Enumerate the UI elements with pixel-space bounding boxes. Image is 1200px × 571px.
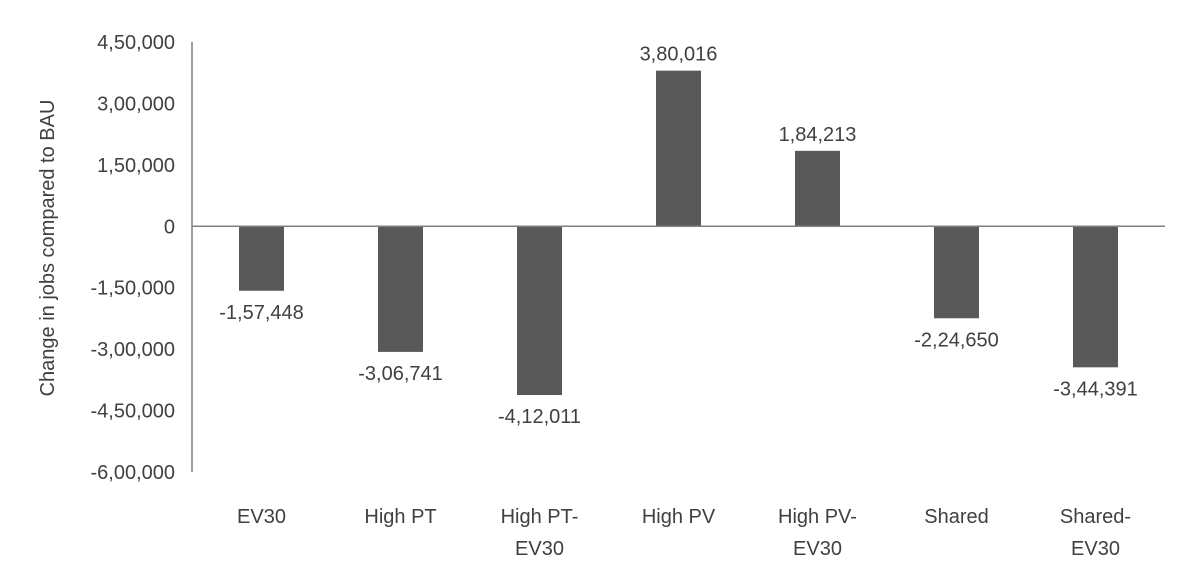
x-category-label: EV30 [237, 506, 286, 528]
x-category-label: High PT [364, 506, 436, 528]
bars [239, 70, 1118, 396]
y-tick-label: 1,50,000 [97, 155, 175, 177]
data-label: -4,12,011 [498, 406, 581, 428]
y-axis-ticks: 4,50,000 3,00,000 1,50,000 0 -1,50,000 -3,00,… [90, 32, 175, 484]
bar [656, 70, 701, 227]
y-tick-label: -4,50,000 [90, 401, 175, 423]
y-tick-label: 0 [164, 216, 175, 238]
bar [1073, 226, 1118, 368]
bar [517, 226, 562, 396]
y-tick-label: -1,50,000 [90, 278, 175, 300]
data-labels: -1,57,448 -3,06,741 -4,12,011 3,80,016 1,84,… [219, 44, 1138, 428]
bar [795, 150, 840, 227]
data-label: 1,84,213 [779, 124, 857, 146]
data-label: 3,80,016 [640, 44, 718, 66]
y-tick-label: -3,00,000 [90, 339, 175, 361]
x-axis-labels: EV30 High PT High PT-EV30 High PV High PV-EV… [237, 506, 1131, 560]
bar [378, 226, 423, 352]
x-category-label: Shared [924, 506, 989, 528]
x-category-label: High PV-EV30 [778, 506, 857, 560]
x-category-label: Shared-EV30 [1060, 506, 1131, 560]
y-tick-label: -6,00,000 [90, 462, 175, 484]
bar [934, 226, 979, 319]
data-label: -1,57,448 [219, 302, 304, 324]
data-label: -2,24,650 [914, 329, 999, 351]
data-label: -3,44,391 [1053, 378, 1138, 400]
bar [239, 226, 284, 291]
y-tick-label: 4,50,000 [97, 32, 175, 54]
y-axis-title: Change in jobs compared to BAU [37, 100, 59, 397]
x-category-label: High PV [642, 506, 716, 528]
x-category-label: High PT-EV30 [501, 506, 579, 560]
y-tick-label: 3,00,000 [97, 93, 175, 115]
data-label: -3,06,741 [358, 363, 443, 385]
